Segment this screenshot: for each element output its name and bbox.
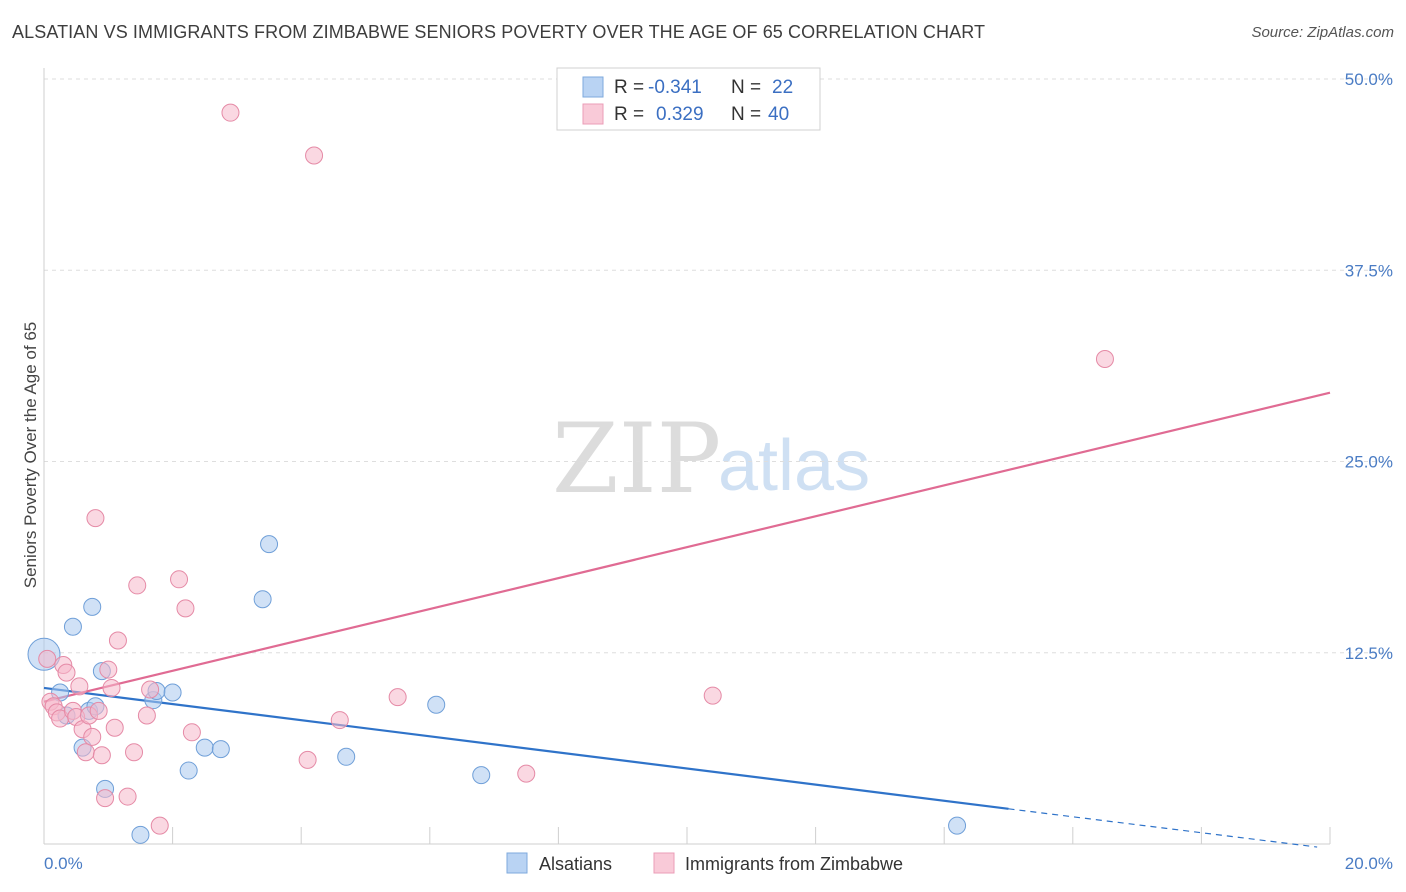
data-point-alsatians	[948, 816, 967, 835]
legend-swatch-alsatians	[506, 852, 528, 874]
data-point-zimbabwe	[76, 743, 95, 762]
legend-swatch-zimbabwe	[653, 852, 675, 874]
legend-swatch-alsatians	[582, 76, 604, 98]
data-point-zimbabwe	[89, 701, 108, 720]
source-credit: Source: ZipAtlas.com	[1251, 24, 1394, 41]
data-point-zimbabwe	[102, 678, 121, 697]
watermark-atlas: atlas	[718, 426, 870, 506]
axes	[43, 68, 1331, 845]
data-point-zimbabwe	[137, 706, 156, 725]
data-point-zimbabwe	[517, 764, 536, 783]
trend-line-alsatians	[43, 686, 1009, 810]
trend-line-zimbabwe	[43, 391, 1331, 703]
legend-n-value: 22	[772, 77, 793, 98]
data-point-alsatians	[472, 766, 491, 785]
legend-n-label: N =	[731, 104, 761, 125]
data-point-zimbabwe	[86, 509, 105, 528]
legend-n-value: 40	[768, 104, 789, 125]
data-point-zimbabwe	[221, 103, 240, 122]
legend-n-label: N =	[731, 77, 761, 98]
data-point-zimbabwe	[703, 686, 722, 705]
data-point-alsatians	[163, 683, 182, 702]
data-point-zimbabwe	[57, 663, 76, 682]
y-tick-label: 50.0%	[1345, 70, 1393, 89]
legend-r-label: R =	[614, 77, 644, 98]
legend-swatch-zimbabwe	[582, 103, 604, 125]
data-point-zimbabwe	[176, 599, 195, 618]
legend-r-value: 0.329	[656, 104, 704, 125]
data-point-zimbabwe	[105, 718, 124, 737]
data-point-alsatians	[195, 738, 214, 757]
data-point-zimbabwe	[125, 743, 144, 762]
legend-r-value: -0.341	[648, 77, 702, 98]
data-point-alsatians	[253, 590, 272, 609]
gridlines	[44, 78, 1392, 654]
legend-r-label: R =	[614, 104, 644, 125]
data-point-zimbabwe	[128, 576, 147, 595]
tick-labels: 12.5% 25.0% 37.5% 50.0% 0.0% 20.0%	[44, 70, 1393, 873]
correlation-legend: R = -0.341 N = 22 R = 0.329 N = 40	[556, 67, 821, 131]
data-point-zimbabwe	[388, 688, 407, 707]
trend-lines	[43, 391, 1331, 848]
data-point-alsatians	[131, 825, 150, 844]
watermark-zip: ZIP	[552, 403, 721, 515]
data-point-zimbabwe	[83, 727, 102, 746]
data-point-zimbabwe	[99, 660, 118, 679]
x-tick-label: 20.0%	[1345, 854, 1393, 873]
chart-title: ALSATIAN VS IMMIGRANTS FROM ZIMBABWE SEN…	[12, 22, 986, 42]
data-point-zimbabwe	[298, 750, 317, 769]
data-point-alsatians	[179, 761, 198, 780]
y-tick-label: 25.0%	[1345, 453, 1393, 472]
data-point-zimbabwe	[305, 146, 324, 165]
data-points	[27, 103, 1114, 844]
x-tick-label: 0.0%	[44, 854, 83, 873]
data-point-zimbabwe	[1095, 349, 1114, 368]
data-point-alsatians	[63, 617, 82, 636]
data-point-alsatians	[427, 695, 446, 714]
data-point-zimbabwe	[70, 677, 89, 696]
data-point-zimbabwe	[141, 680, 160, 699]
data-point-zimbabwe	[96, 789, 115, 808]
legend-label-zimbabwe: Immigrants from Zimbabwe	[685, 854, 903, 874]
data-point-alsatians	[260, 535, 279, 554]
y-tick-label: 37.5%	[1345, 261, 1393, 280]
data-point-zimbabwe	[182, 723, 201, 742]
data-point-alsatians	[337, 747, 356, 766]
data-point-zimbabwe	[330, 711, 349, 730]
data-point-zimbabwe	[118, 787, 137, 806]
y-tick-label: 12.5%	[1345, 644, 1393, 663]
data-point-alsatians	[211, 740, 230, 759]
data-point-zimbabwe	[150, 816, 169, 835]
data-point-zimbabwe	[38, 649, 57, 668]
data-point-alsatians	[83, 597, 102, 616]
data-point-zimbabwe	[108, 631, 127, 650]
series-legend: Alsatians Immigrants from Zimbabwe	[506, 852, 903, 874]
data-point-zimbabwe	[170, 570, 189, 589]
y-axis-label: Seniors Poverty Over the Age of 65	[21, 322, 40, 588]
data-point-zimbabwe	[92, 746, 111, 765]
trend-line-alsatians-extension	[1008, 808, 1318, 848]
legend-label-alsatians: Alsatians	[539, 854, 612, 874]
